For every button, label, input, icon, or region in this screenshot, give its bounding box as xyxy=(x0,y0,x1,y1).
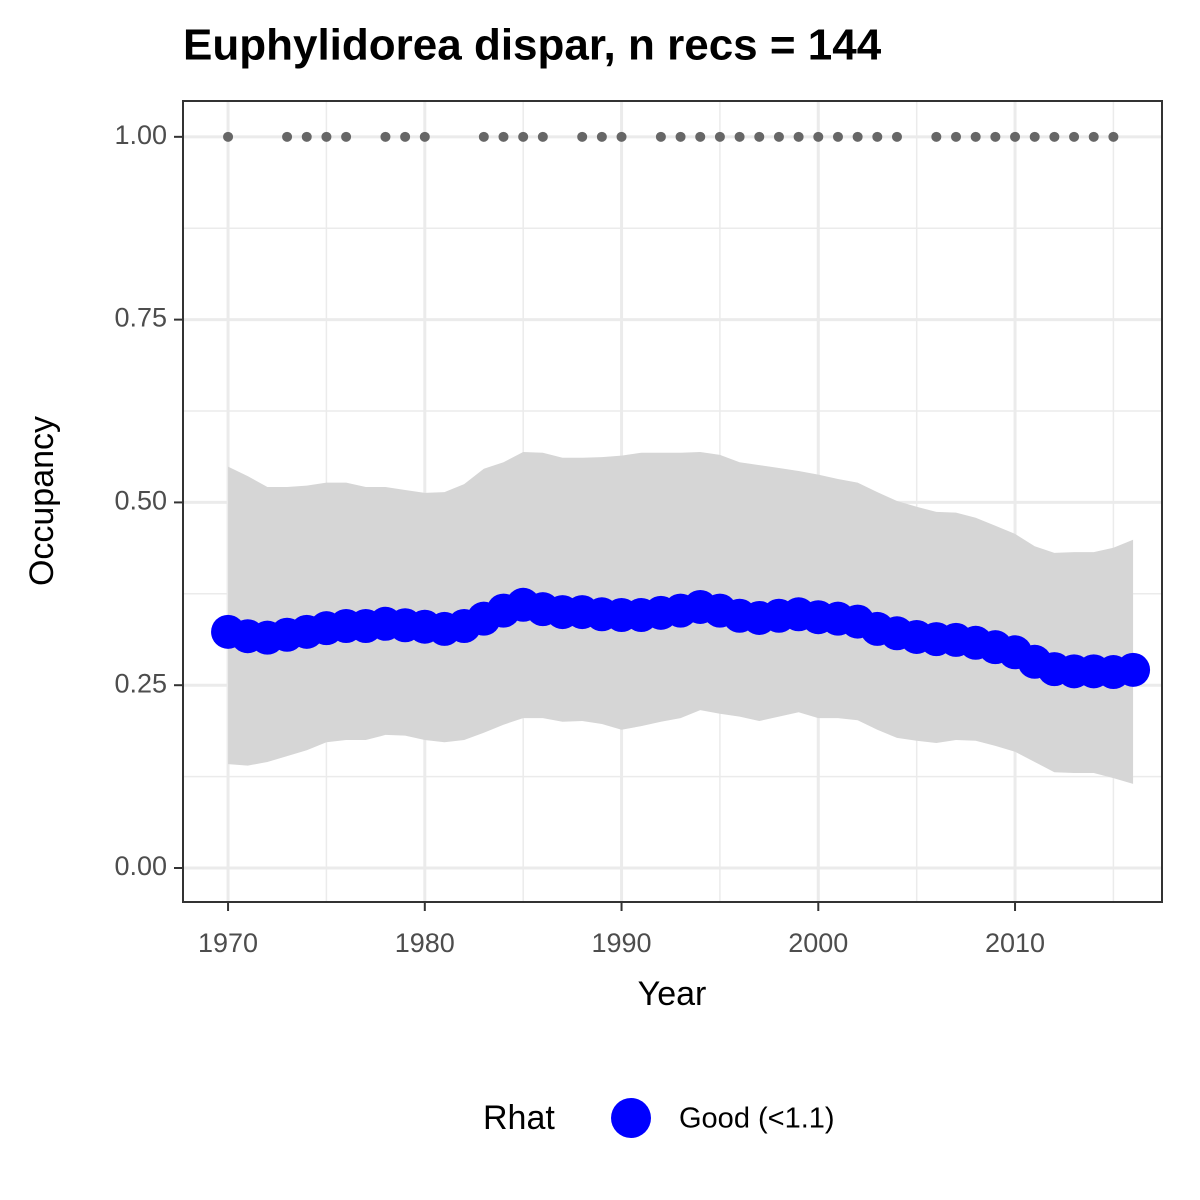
record-point xyxy=(832,131,843,142)
y-axis-title: Occupancy xyxy=(23,416,61,586)
y-tick-label: 1.00 xyxy=(114,120,167,150)
chart-title: Euphylidorea dispar, n recs = 144 xyxy=(183,21,882,70)
x-tick-label: 1980 xyxy=(395,928,455,958)
record-point xyxy=(1010,131,1021,142)
record-point xyxy=(675,131,686,142)
x-axis-title: Year xyxy=(638,975,707,1013)
legend: Rhat Good (<1.1) xyxy=(483,1098,835,1138)
record-point xyxy=(813,131,824,142)
occupancy-point xyxy=(1116,652,1151,687)
record-point xyxy=(872,131,883,142)
record-point xyxy=(400,131,411,142)
record-point xyxy=(852,131,863,142)
legend-key xyxy=(611,1098,651,1138)
record-point xyxy=(596,131,607,142)
record-point xyxy=(1029,131,1040,142)
record-point xyxy=(655,131,666,142)
plot-area xyxy=(211,131,1151,784)
record-point xyxy=(1108,131,1119,142)
axes: 0.00 0.25 0.50 0.75 1.00 1970 1980 1990 2000 2010 xyxy=(114,100,1163,958)
x-tick-label: 1970 xyxy=(198,928,258,958)
record-point xyxy=(380,131,391,142)
record-point xyxy=(990,131,1001,142)
legend-title: Rhat xyxy=(483,1099,555,1137)
record-point xyxy=(577,131,588,142)
record-point xyxy=(498,131,509,142)
record-point xyxy=(341,131,352,142)
record-point xyxy=(951,131,962,142)
record-point xyxy=(1088,131,1099,142)
record-point xyxy=(754,131,765,142)
record-point xyxy=(321,131,332,142)
record-point xyxy=(419,131,430,142)
record-point xyxy=(518,131,529,142)
record-point xyxy=(301,131,312,142)
y-tick-label: 0.00 xyxy=(114,851,167,881)
record-point xyxy=(714,131,725,142)
record-point xyxy=(1049,131,1060,142)
record-point xyxy=(616,131,627,142)
record-point xyxy=(282,131,293,142)
y-tick-label: 0.50 xyxy=(114,486,167,516)
y-tick-label: 0.25 xyxy=(114,668,167,698)
x-tick-label: 2010 xyxy=(985,928,1045,958)
x-tick-label: 1990 xyxy=(592,928,652,958)
y-tick-label: 0.75 xyxy=(114,303,167,333)
record-point xyxy=(223,131,234,142)
record-point xyxy=(970,131,981,142)
x-tick-label: 2000 xyxy=(788,928,848,958)
record-point xyxy=(793,131,804,142)
panel-border xyxy=(182,100,1163,903)
record-point xyxy=(478,131,489,142)
legend-label: Good (<1.1) xyxy=(679,1103,835,1135)
record-point xyxy=(773,131,784,142)
record-point xyxy=(931,131,942,142)
record-point xyxy=(695,131,706,142)
record-point xyxy=(891,131,902,142)
record-point xyxy=(1069,131,1080,142)
record-point xyxy=(537,131,548,142)
record-point xyxy=(734,131,745,142)
